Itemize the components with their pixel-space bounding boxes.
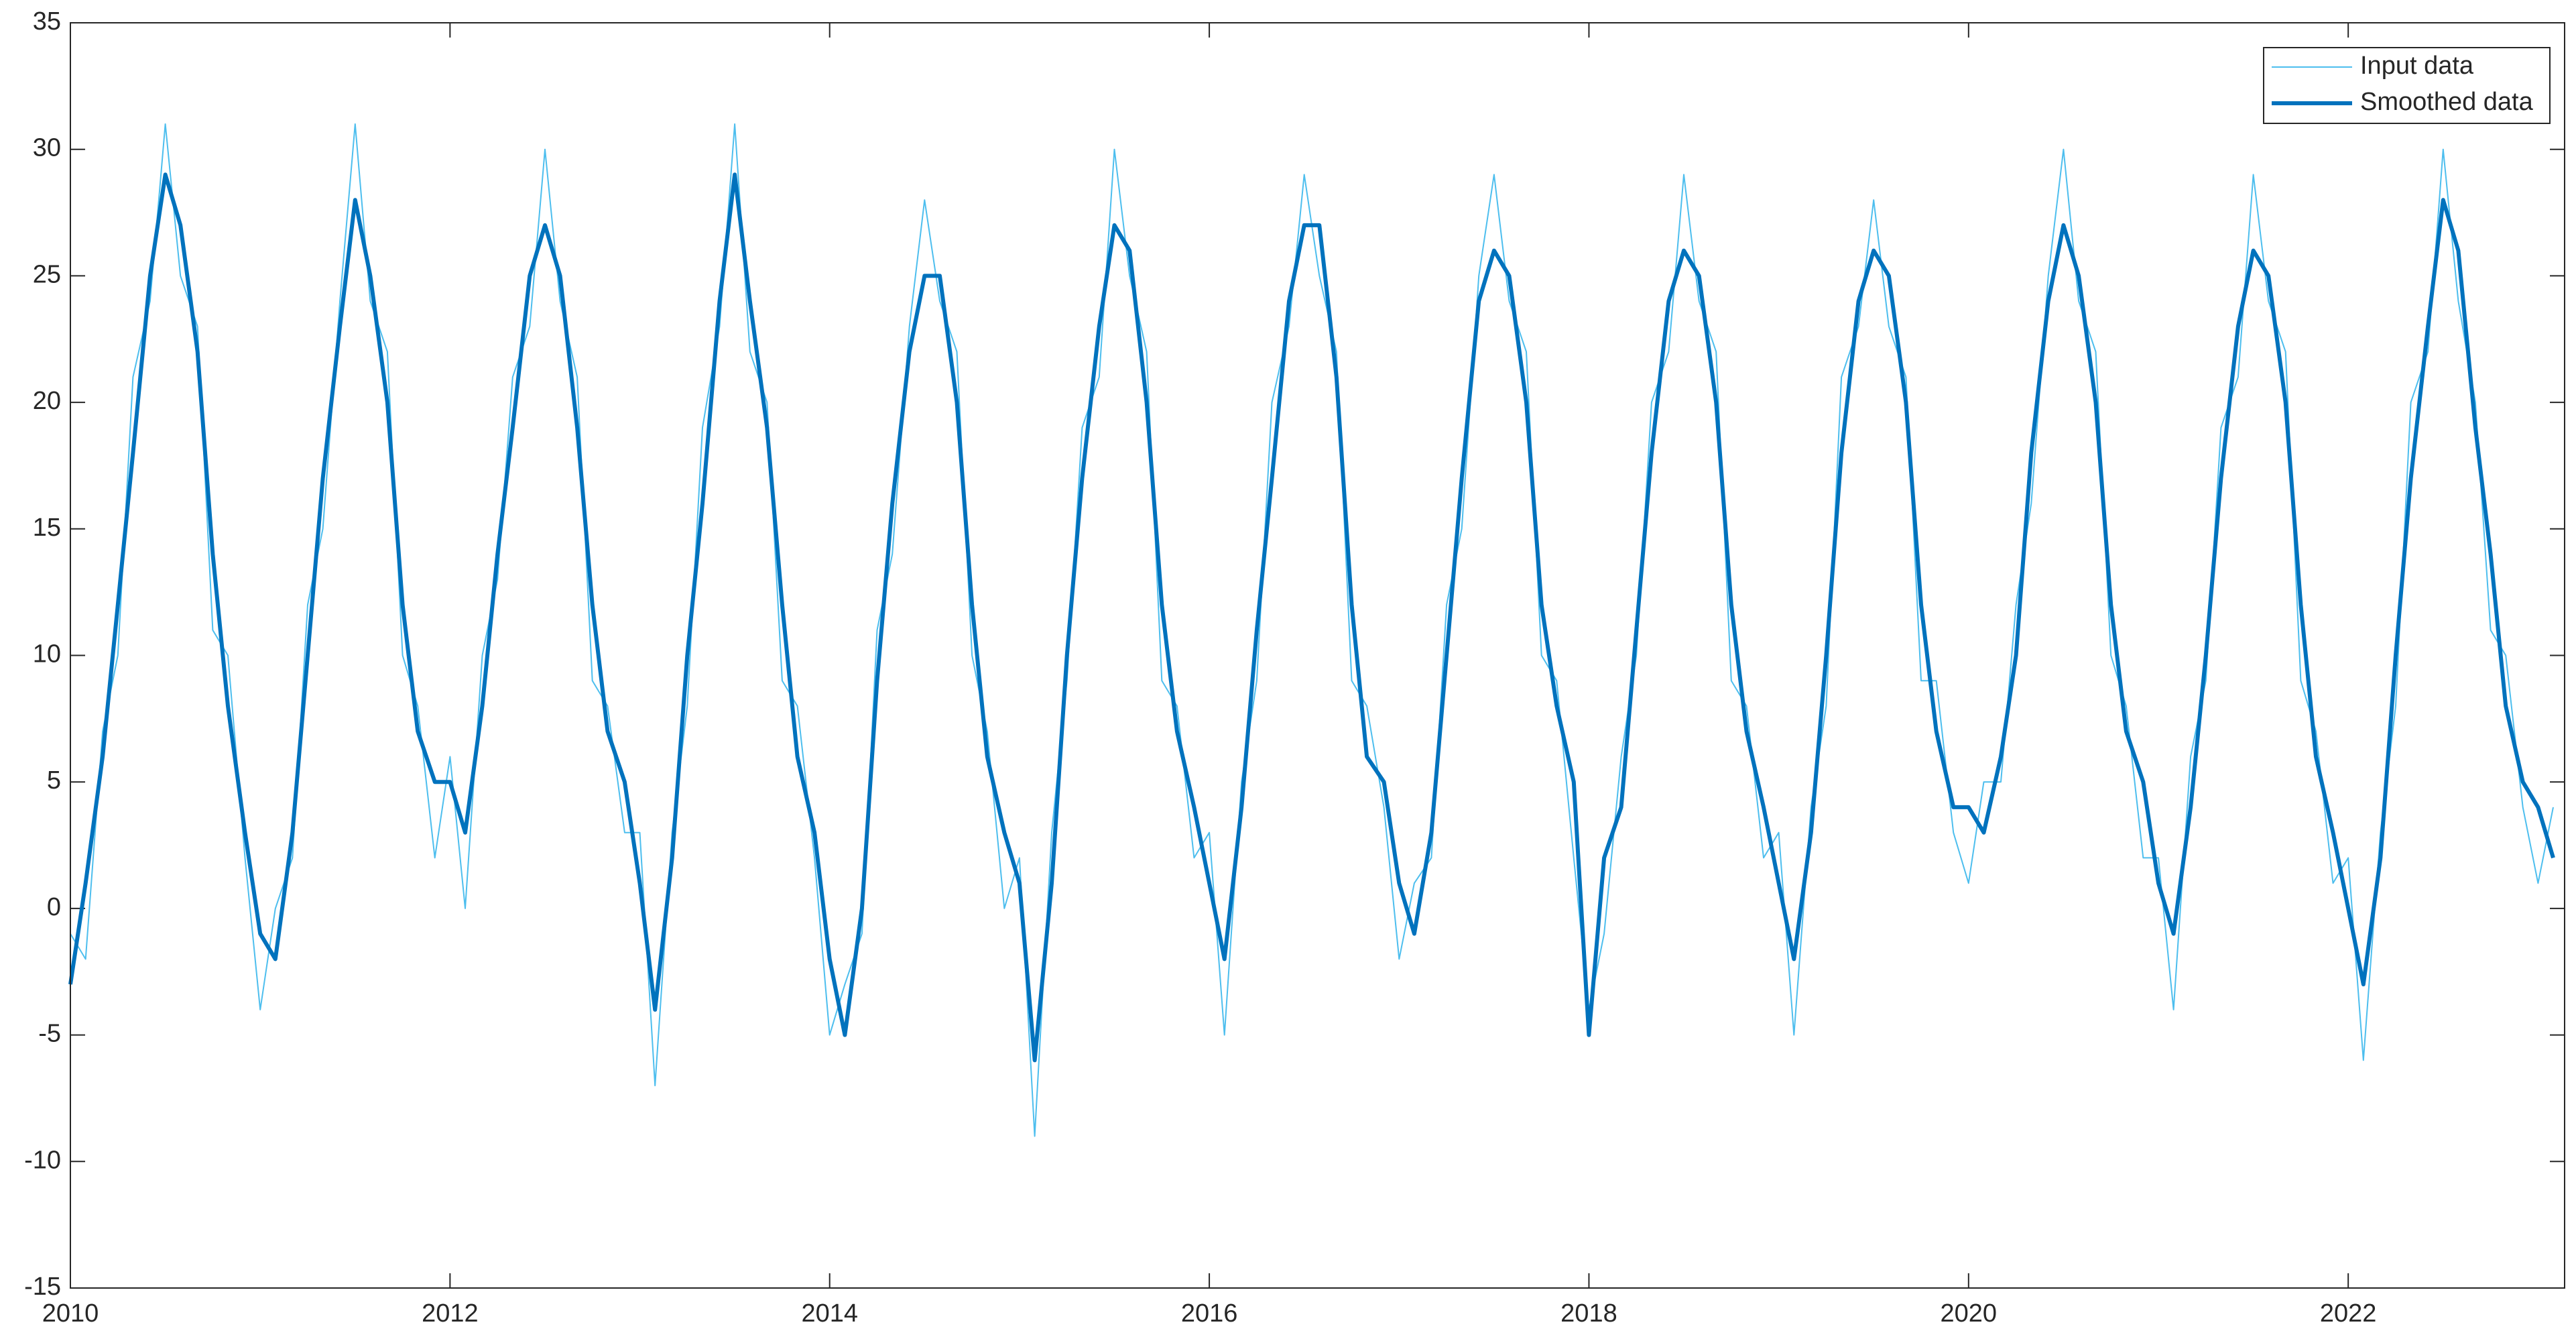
x-tick-label: 2014 [801, 1299, 858, 1328]
y-tick-label: 35 [33, 7, 61, 36]
y-tick-label: 0 [47, 893, 61, 921]
line-series [68, 172, 2555, 1063]
x-tick-label: 2020 [1941, 1299, 1998, 1328]
line-series [70, 123, 2554, 1137]
x-tick-label: 2022 [2320, 1299, 2377, 1328]
x-tick-label: 2018 [1560, 1299, 1617, 1328]
y-tick-label: 20 [33, 387, 61, 415]
y-tick-label: 30 [33, 134, 61, 162]
x-tick-label: 2010 [42, 1299, 99, 1328]
legend-label: Input data [2360, 52, 2474, 80]
x-tick-label: 2012 [422, 1299, 479, 1328]
legend-label: Smoothed data [2360, 88, 2534, 116]
y-tick-label: 10 [33, 640, 61, 668]
y-tick-label: 5 [47, 766, 61, 795]
plot-frame [70, 22, 2565, 1289]
y-tick-label: 15 [33, 514, 61, 542]
x-tick-label: 2016 [1181, 1299, 1238, 1328]
y-tick-label: -15 [24, 1273, 61, 1301]
legend-box [2263, 47, 2551, 124]
y-tick-label: -10 [24, 1146, 61, 1174]
y-tick-label: -5 [38, 1020, 61, 1048]
y-tick-label: 25 [33, 260, 61, 288]
